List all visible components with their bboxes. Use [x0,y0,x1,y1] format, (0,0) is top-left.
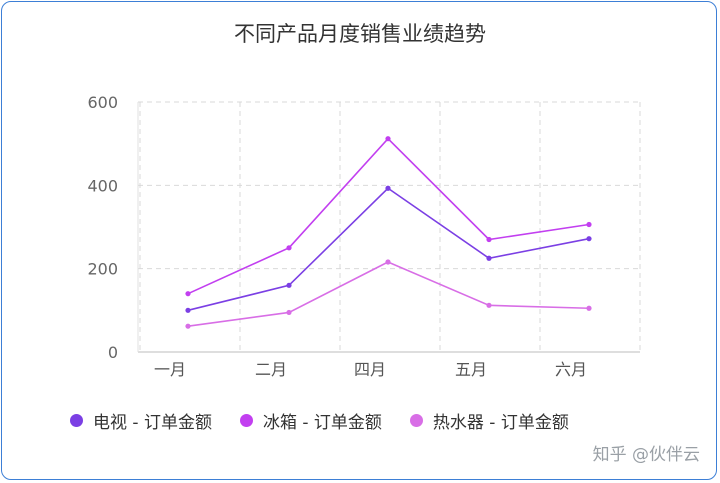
chart-title: 不同产品月度销售业绩趋势 [234,22,486,46]
legend-item-tv[interactable]: 电视 - 订单金额 [70,408,212,433]
y-tick-label: 0 [108,343,118,362]
y-tick-label: 200 [87,260,118,279]
x-tick-label: 五月 [455,360,487,379]
data-point [586,305,592,311]
grid [138,101,641,352]
data-point [486,236,492,243]
data-point [586,221,592,228]
x-tick-label: 六月 [555,360,587,379]
x-tick-label: 一月 [154,360,186,379]
data-point [185,323,191,329]
data-point [185,291,191,297]
legend-marker-fridge [239,414,253,427]
data-point [385,136,391,142]
data-point [486,255,492,261]
series-line [187,137,590,295]
legend-item-fridge[interactable]: 冰箱 - 订单金额 [239,408,382,433]
data-point [385,185,391,191]
data-point [385,259,391,265]
data-point [586,236,592,242]
data-point [286,309,292,316]
legend-marker-tv [70,414,83,427]
legend-label-tv: 电视 - 订单金额 [93,413,212,433]
series-line [187,261,590,327]
y-tick-label: 600 [87,93,118,112]
data-point [286,282,292,288]
x-tick-label: 四月 [354,360,386,379]
x-tick-label: 二月 [255,360,287,379]
data-point [486,302,492,308]
series-line [187,187,590,312]
legend-marker-heater [409,414,423,427]
data-point [286,245,292,251]
legend-label-heater: 热水器 - 订单金额 [432,413,569,433]
axes: 0 200 400 600 一月 二月 四月 五月 六月 [87,93,640,379]
legend-label-fridge: 冰箱 - 订单金额 [262,413,382,433]
data-point [185,307,191,313]
series [185,136,592,329]
watermark: 知乎 @伙伴云 [592,445,700,465]
legend-item-heater[interactable]: 热水器 - 订单金额 [409,408,569,433]
legend: 电视 - 订单金额 冰箱 - 订单金额 热水器 - 订单金额 [70,408,569,433]
y-tick-label: 400 [87,176,118,195]
